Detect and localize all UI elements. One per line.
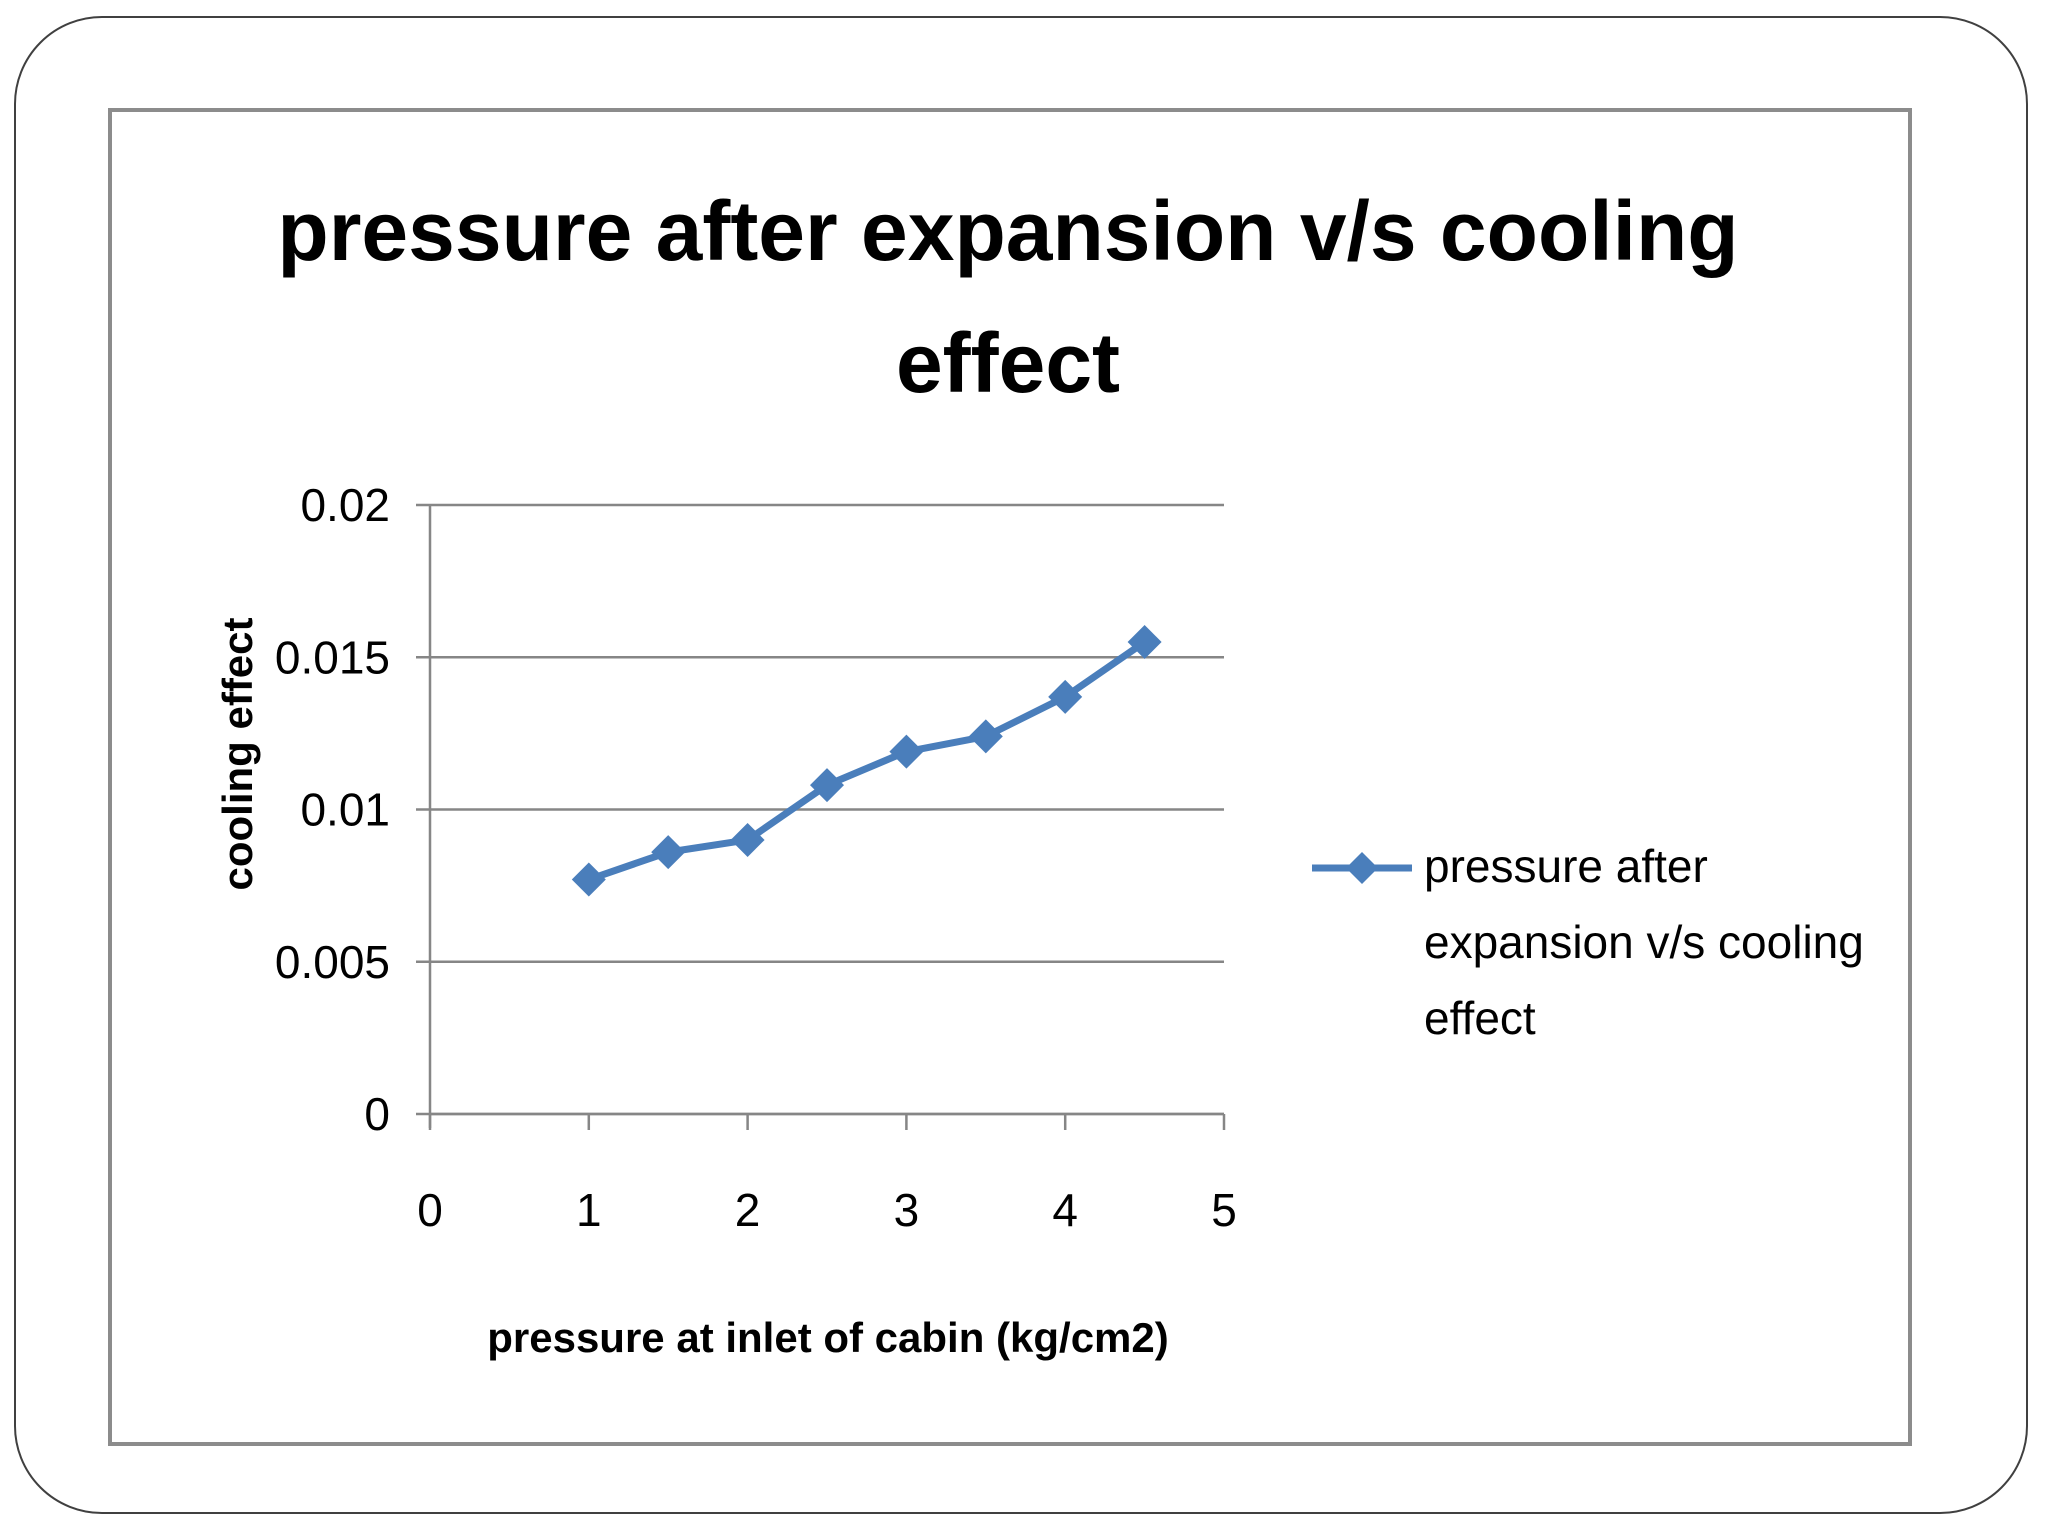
data-point-7 — [1127, 625, 1162, 660]
x-tick-label-3: 3 — [894, 1184, 920, 1236]
y-tick-label-3: 0.015 — [275, 631, 390, 683]
x-tick-labels: 0 1 2 3 4 5 — [417, 1184, 1237, 1236]
data-point-3 — [810, 768, 844, 803]
x-tick-label-4: 4 — [1052, 1184, 1078, 1236]
legend-diamond-marker-icon — [1346, 852, 1378, 884]
x-tick-label-0: 0 — [417, 1184, 443, 1236]
y-tick-label-0: 0 — [364, 1088, 390, 1140]
y-tick-label-1: 0.005 — [275, 936, 390, 988]
data-point-4 — [889, 734, 924, 769]
x-tick-label-1: 1 — [576, 1184, 602, 1236]
legend-label-line-2: expansion v/s cooling — [1424, 916, 1864, 968]
y-tick-labels: 0 0.005 0.01 0.015 0.02 — [275, 479, 390, 1140]
chart-title-line-1: pressure after expansion v/s cooling — [277, 184, 1738, 278]
data-point-1 — [651, 835, 686, 870]
series — [571, 625, 1162, 897]
gridlines — [416, 503, 1224, 1116]
legend-label-line-3: effect — [1424, 992, 1536, 1044]
x-tick-label-2: 2 — [735, 1184, 761, 1236]
data-point-0 — [571, 862, 606, 897]
data-point-5 — [968, 719, 1003, 754]
data-point-2 — [730, 822, 765, 857]
legend-label-line-1: pressure after — [1424, 840, 1708, 892]
legend: pressure after expansion v/s cooling eff… — [1312, 840, 1864, 1044]
y-tick-label-2: 0.01 — [300, 784, 390, 836]
x-axis-label: pressure at inlet of cabin (kg/cm2) — [487, 1314, 1169, 1361]
chart-area — [108, 108, 1912, 1446]
x-tick-label-5: 5 — [1211, 1184, 1237, 1236]
chart-title-line-2: effect — [896, 316, 1120, 410]
axes — [428, 505, 1226, 1130]
y-tick-label-4: 0.02 — [300, 479, 390, 531]
chart-title: pressure after expansion v/s cooling eff… — [277, 184, 1738, 410]
data-point-6 — [1048, 679, 1083, 714]
y-axis-label: cooling effect — [214, 617, 261, 890]
